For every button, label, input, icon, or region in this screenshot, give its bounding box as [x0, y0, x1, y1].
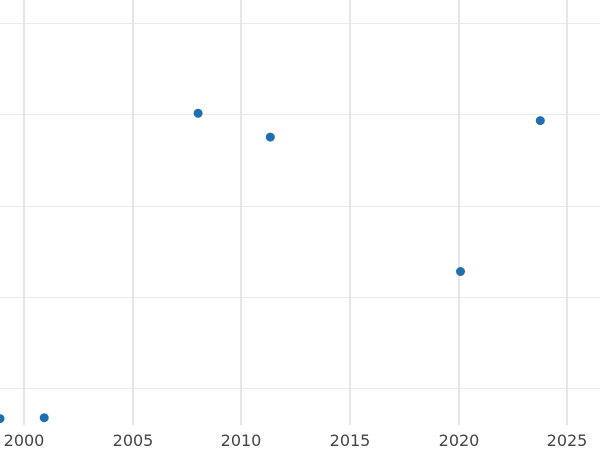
data-point: [0, 414, 5, 424]
x-tick-label: 2025: [547, 431, 588, 450]
data-points: [0, 108, 545, 424]
data-point: [456, 267, 465, 276]
x-tick-label: 2015: [330, 431, 371, 450]
data-point: [193, 108, 203, 118]
x-axis-ticks: 2000 2005 2010 2015 2020 2025: [4, 431, 588, 450]
data-point: [265, 132, 275, 142]
x-tick-label: 2005: [113, 431, 154, 450]
x-tick-label: 2010: [221, 431, 262, 450]
data-point: [39, 413, 49, 423]
grid: [0, 0, 600, 425]
x-tick-label: 2000: [4, 431, 45, 450]
x-tick-label: 2020: [439, 431, 480, 450]
data-point: [535, 116, 545, 126]
